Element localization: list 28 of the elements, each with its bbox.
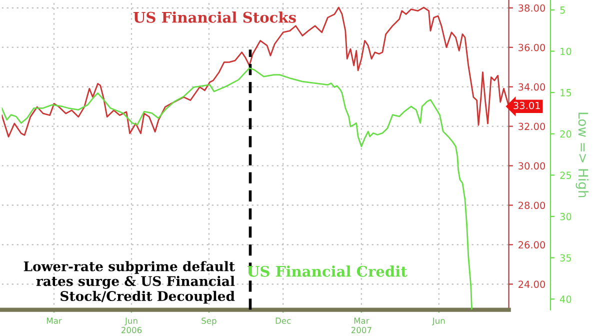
y2-tick-label: 10: [560, 48, 572, 56]
x-tick-label: Sep: [202, 318, 216, 326]
annotation: Lower-rate subprime default rates surge & US Financial Stock/Credit Decoupled: [24, 261, 235, 304]
text: US Financial Credit: [248, 266, 408, 277]
y2-tick-label: 5: [560, 6, 565, 14]
y-tick-label: 32.00: [518, 122, 546, 130]
line-series: [2, 67, 472, 310]
y2-tick-label: 25: [560, 172, 572, 179]
y-tick-label: 28.00: [518, 202, 546, 210]
y-tick-label: 34.00: [518, 83, 546, 91]
y-tick-label: 36.00: [518, 44, 546, 52]
y-tick-label: 26.00: [518, 241, 546, 249]
annotation: 33.01: [514, 102, 540, 110]
x-tick-label: Jun: [432, 318, 445, 326]
y-tick-label: 30.00: [518, 162, 546, 170]
y2-axis-title: Low => High: [576, 112, 589, 198]
x-tick-label: Dec: [276, 318, 291, 324]
y2-tick-label: 20: [560, 130, 572, 138]
y2-tick-label: 30: [560, 212, 572, 220]
series-label: US Financial Stocks: [133, 12, 296, 23]
y-tick-label: 24.00: [518, 280, 546, 288]
x-tick-label: Jun 2006: [122, 318, 142, 334]
y2-tick-label: 40: [560, 296, 572, 303]
y2-tick-label: 35: [560, 254, 572, 262]
x-tick-label: Mar: [46, 318, 62, 324]
y2-tick-label: 15: [560, 89, 572, 96]
y-tick-label: 38.00: [518, 4, 546, 12]
x-tick-label: Mar 2007: [351, 318, 372, 334]
